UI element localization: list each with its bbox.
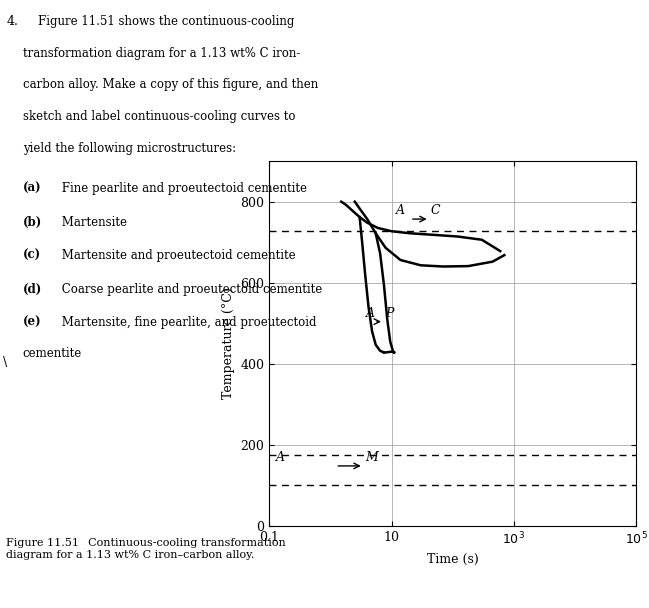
Text: Martensite, fine pearlite, and proeutectoid: Martensite, fine pearlite, and proeutect… bbox=[58, 316, 317, 329]
Text: sketch and label continuous-cooling curves to: sketch and label continuous-cooling curv… bbox=[23, 110, 295, 123]
Text: cementite: cementite bbox=[23, 347, 82, 359]
Text: M: M bbox=[365, 451, 378, 465]
Text: Figure 11.51 shows the continuous-cooling: Figure 11.51 shows the continuous-coolin… bbox=[23, 15, 294, 28]
Text: (d): (d) bbox=[23, 283, 42, 295]
Y-axis label: Temperature (°C): Temperature (°C) bbox=[222, 288, 235, 399]
Text: Martensite and proeutectoid cementite: Martensite and proeutectoid cementite bbox=[58, 249, 296, 262]
Text: C: C bbox=[431, 204, 441, 218]
Text: A: A bbox=[366, 307, 375, 320]
Text: (b): (b) bbox=[23, 216, 42, 229]
Text: 4.: 4. bbox=[6, 15, 18, 28]
Text: carbon alloy. Make a copy of this figure, and then: carbon alloy. Make a copy of this figure… bbox=[23, 78, 318, 91]
Text: (e): (e) bbox=[23, 316, 42, 329]
Text: (a): (a) bbox=[23, 182, 42, 195]
Text: A: A bbox=[397, 204, 406, 218]
Text: Figure 11.51  Continuous-cooling transformation
diagram for a 1.13 wt% C iron–ca: Figure 11.51 Continuous-cooling transfor… bbox=[6, 538, 286, 560]
X-axis label: Time (s): Time (s) bbox=[427, 553, 478, 566]
Text: Coarse pearlite and proeutectoid cementite: Coarse pearlite and proeutectoid cementi… bbox=[58, 283, 323, 295]
Text: A: A bbox=[276, 451, 286, 465]
Text: yield the following microstructures:: yield the following microstructures: bbox=[23, 142, 236, 154]
Text: Martensite: Martensite bbox=[58, 216, 127, 229]
Text: Fine pearlite and proeutectoid cementite: Fine pearlite and proeutectoid cementite bbox=[58, 182, 308, 195]
Text: P: P bbox=[385, 307, 393, 320]
Text: transformation diagram for a 1.13 wt% C iron-: transformation diagram for a 1.13 wt% C … bbox=[23, 47, 300, 60]
Text: \: \ bbox=[3, 356, 8, 368]
Text: (c): (c) bbox=[23, 249, 41, 262]
